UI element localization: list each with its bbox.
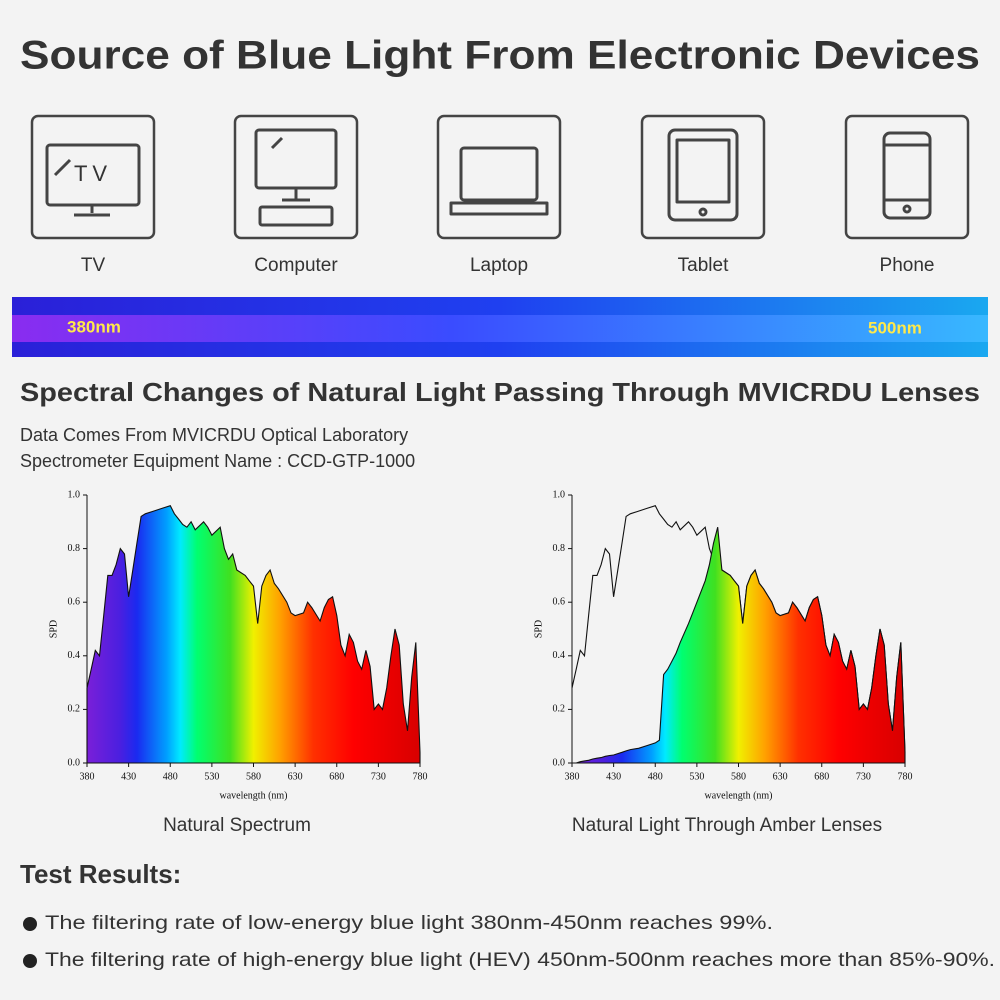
y-axis-label: SPD bbox=[533, 620, 544, 638]
x-axis-label: wavelength (nm) bbox=[219, 790, 287, 801]
result-item: The filtering rate of high-energy blue l… bbox=[45, 949, 995, 971]
spectrum-band-inner bbox=[12, 315, 988, 342]
x-tick-label: 580 bbox=[246, 771, 261, 782]
x-tick-label: 630 bbox=[288, 771, 303, 782]
device-label: Tablet bbox=[678, 255, 729, 276]
x-tick-label: 730 bbox=[371, 771, 386, 782]
x-tick-label: 380 bbox=[80, 771, 95, 782]
y-tick-label: 1.0 bbox=[68, 489, 81, 500]
device-label: Computer bbox=[254, 255, 338, 276]
spectrum-area bbox=[572, 527, 906, 764]
y-tick-label: 0.4 bbox=[553, 650, 566, 661]
results-title: Test Results: bbox=[20, 859, 181, 889]
x-tick-label: 780 bbox=[898, 771, 913, 782]
equipment-text: Spectrometer Equipment Name : CCD-GTP-10… bbox=[20, 451, 415, 471]
bullet bbox=[23, 954, 37, 968]
device-label: TV bbox=[81, 255, 106, 276]
y-tick-label: 0.8 bbox=[68, 543, 81, 554]
source-text: Data Comes From MVICRDU Optical Laborato… bbox=[20, 425, 408, 445]
band-end-label: 500nm bbox=[868, 318, 922, 337]
x-tick-label: 630 bbox=[773, 771, 788, 782]
x-axis-label: wavelength (nm) bbox=[704, 790, 772, 801]
x-tick-label: 380 bbox=[565, 771, 580, 782]
x-tick-label: 580 bbox=[731, 771, 746, 782]
spectrum-area bbox=[86, 505, 421, 764]
y-tick-label: 0.0 bbox=[68, 757, 81, 768]
y-tick-label: 0.6 bbox=[553, 596, 566, 607]
chart-caption: Natural Spectrum bbox=[163, 815, 311, 836]
x-tick-label: 680 bbox=[814, 771, 829, 782]
x-tick-label: 480 bbox=[163, 771, 178, 782]
y-tick-label: 0.2 bbox=[553, 704, 566, 715]
x-tick-label: 780 bbox=[413, 771, 428, 782]
y-tick-label: 0.0 bbox=[553, 757, 566, 768]
band-start-label: 380nm bbox=[67, 317, 121, 336]
y-axis-label: SPD bbox=[48, 620, 59, 638]
result-item: The filtering rate of low-energy blue li… bbox=[45, 912, 773, 934]
device-label: Laptop bbox=[470, 255, 528, 276]
x-tick-label: 730 bbox=[856, 771, 871, 782]
x-tick-label: 430 bbox=[121, 771, 136, 782]
y-tick-label: 0.6 bbox=[68, 596, 81, 607]
x-tick-label: 480 bbox=[648, 771, 663, 782]
y-tick-label: 0.4 bbox=[68, 650, 81, 661]
x-tick-label: 530 bbox=[204, 771, 219, 782]
bullet bbox=[23, 917, 37, 931]
device-label: Phone bbox=[880, 255, 935, 276]
x-tick-label: 530 bbox=[689, 771, 704, 782]
chart-caption: Natural Light Through Amber Lenses bbox=[572, 815, 882, 836]
x-tick-label: 680 bbox=[329, 771, 344, 782]
x-tick-label: 430 bbox=[606, 771, 621, 782]
tv-icon-text: TV bbox=[74, 161, 112, 186]
page-title: Source of Blue Light From Electronic Dev… bbox=[20, 34, 980, 78]
y-tick-label: 1.0 bbox=[553, 489, 566, 500]
y-tick-label: 0.2 bbox=[68, 704, 81, 715]
device-icons bbox=[30, 114, 970, 240]
y-tick-label: 0.8 bbox=[553, 543, 566, 554]
section-title: Spectral Changes of Natural Light Passin… bbox=[20, 377, 980, 407]
